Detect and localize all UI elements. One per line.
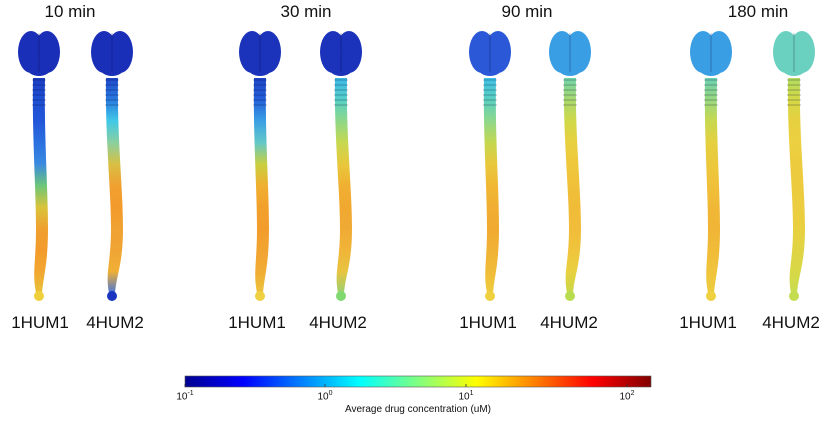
spinal-tip	[706, 291, 716, 301]
spinal-tip	[336, 291, 346, 301]
spinal-cord	[32, 78, 48, 293]
spinal-cord	[334, 78, 352, 293]
brain	[91, 31, 133, 76]
colorbar-tick-marks	[184, 384, 628, 387]
colorbar	[184, 375, 652, 388]
specimen-30min-right	[320, 31, 362, 301]
specimen-90min-left	[469, 31, 511, 301]
specimen-90min-right	[549, 31, 591, 301]
spinal-cord	[253, 78, 269, 293]
brain	[690, 31, 732, 76]
label-90min-left: 1HUM1	[459, 313, 517, 332]
panel-title-10min: 10 min	[44, 2, 96, 21]
spinal-cord	[483, 78, 499, 293]
spinal-cord	[105, 78, 123, 293]
spinal-tip	[107, 291, 117, 301]
label-30min-right: 4HUM2	[309, 313, 367, 332]
panel-title-30min: 30 min	[280, 2, 332, 21]
colorbar-tick-label: 100	[317, 390, 333, 403]
spinal-tip	[485, 291, 495, 301]
specimen-10min-left	[18, 31, 60, 301]
spinal-tip	[34, 291, 44, 301]
spinal-tip	[789, 291, 799, 301]
colorbar-title: Average drug concentration (uM)	[344, 404, 491, 415]
specimen-180min-left	[690, 31, 732, 301]
label-180min-right: 4HUM2	[762, 313, 820, 332]
label-10min-left: 1HUM1	[11, 313, 69, 332]
colorbar-tick-label: 102	[619, 390, 635, 403]
spinal-cord	[787, 78, 805, 293]
specimen-180min-right	[773, 31, 815, 301]
spinal-cord	[704, 78, 720, 293]
brain	[773, 31, 815, 76]
panel-title-90min: 90 min	[501, 2, 553, 21]
brain	[18, 31, 60, 76]
label-30min-left: 1HUM1	[228, 313, 286, 332]
label-180min-left: 1HUM1	[679, 313, 737, 332]
panel-title-180min: 180 min	[727, 2, 789, 21]
brain	[239, 31, 281, 76]
specimen-30min-left	[239, 31, 281, 301]
colorbar-tick-label: 10-1	[176, 390, 194, 403]
spinal-tip	[255, 291, 265, 301]
brain	[549, 31, 591, 76]
spinal-cord	[563, 78, 581, 293]
spinal-tip	[565, 291, 575, 301]
label-10min-right: 4HUM2	[86, 313, 144, 332]
brain	[469, 31, 511, 76]
specimen-10min-right	[91, 31, 133, 301]
colorbar-tick-label: 101	[458, 390, 474, 403]
brain	[320, 31, 362, 76]
specimens	[18, 31, 815, 301]
label-90min-right: 4HUM2	[540, 313, 598, 332]
